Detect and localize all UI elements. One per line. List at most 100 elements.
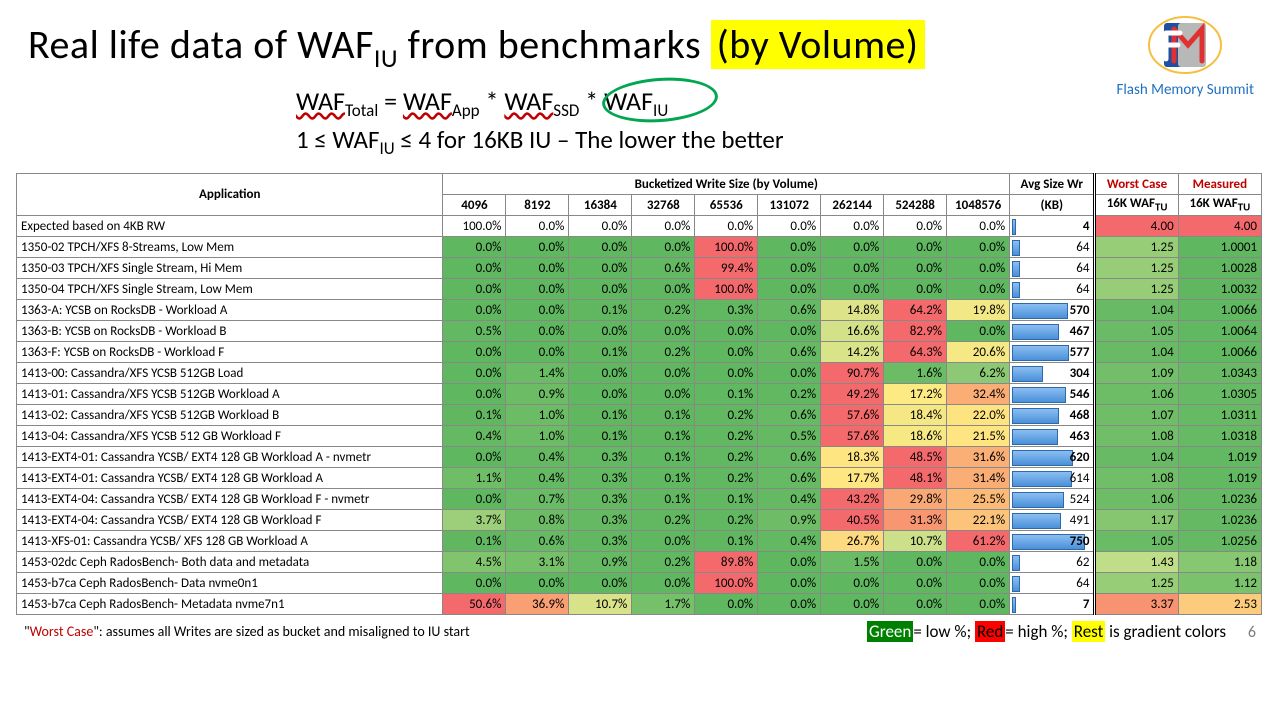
cell-value: 0.0% [443, 258, 506, 279]
cell-value: 0.1% [443, 531, 506, 552]
formula-block: WAFTotal = WAFApp * WAFSSD * WAFIU 1 ≤ W… [296, 84, 1264, 161]
cell-measured: 1.0001 [1178, 237, 1261, 258]
cell-worstcase: 1.25 [1095, 237, 1178, 258]
cell-value: 17.2% [884, 384, 947, 405]
cell-value: 17.7% [821, 468, 884, 489]
cell-value: 0.0% [569, 279, 632, 300]
cell-value: 0.3% [695, 300, 758, 321]
cell-app: 1363-F: YCSB on RocksDB - Workload F [17, 342, 443, 363]
cell-app: 1413-EXT4-01: Cassandra YCSB/ EXT4 128 G… [17, 447, 443, 468]
cell-worstcase: 1.08 [1095, 468, 1178, 489]
table-row: 1413-EXT4-04: Cassandra YCSB/ EXT4 128 G… [17, 489, 1262, 510]
cell-value: 0.1% [632, 426, 695, 447]
cell-avg: 4 [1010, 216, 1095, 237]
cell-value: 0.1% [695, 531, 758, 552]
cell-value: 0.6% [758, 405, 821, 426]
cell-value: 49.2% [821, 384, 884, 405]
cell-value: 0.0% [443, 237, 506, 258]
header-meas-sub: 16K WAFTU [1178, 195, 1261, 216]
table-row: 1363-F: YCSB on RocksDB - Workload F 0.0%… [17, 342, 1262, 363]
cell-value: 0.0% [821, 258, 884, 279]
table-row: 1413-XFS-01: Cassandra YCSB/ XFS 128 GB … [17, 531, 1262, 552]
cell-app: 1413-EXT4-04: Cassandra YCSB/ EXT4 128 G… [17, 489, 443, 510]
cell-value: 0.2% [632, 552, 695, 573]
cell-value: 0.0% [569, 237, 632, 258]
header-application: Application [17, 174, 443, 216]
header-bucket: 524288 [884, 195, 947, 216]
cell-app: 1413-04: Cassandra/XFS YCSB 512 GB Workl… [17, 426, 443, 447]
cell-value: 0.0% [632, 216, 695, 237]
cell-app: 1413-EXT4-04: Cassandra YCSB/ EXT4 128 G… [17, 510, 443, 531]
cell-value: 40.5% [821, 510, 884, 531]
cell-value: 0.0% [443, 384, 506, 405]
cell-value: 0.1% [632, 447, 695, 468]
cell-value: 0.6% [758, 447, 821, 468]
cell-worstcase: 1.05 [1095, 531, 1178, 552]
cell-value: 57.6% [821, 426, 884, 447]
cell-measured: 1.0236 [1178, 510, 1261, 531]
cell-value: 0.2% [695, 405, 758, 426]
cell-app: 1453-b7ca Ceph RadosBench- Metadata nvme… [17, 594, 443, 615]
cell-value: 0.3% [569, 531, 632, 552]
cell-worstcase: 1.25 [1095, 573, 1178, 594]
cell-value: 0.0% [569, 216, 632, 237]
cell-value: 0.1% [695, 384, 758, 405]
cell-worstcase: 3.37 [1095, 594, 1178, 615]
cell-avg: 64 [1010, 279, 1095, 300]
cell-app: 1363-B: YCSB on RocksDB - Workload B [17, 321, 443, 342]
cell-value: 0.0% [695, 216, 758, 237]
cell-app: 1413-00: Cassandra/XFS YCSB 512GB Load [17, 363, 443, 384]
cell-worstcase: 1.06 [1095, 489, 1178, 510]
cell-avg: 64 [1010, 258, 1095, 279]
cell-value: 0.0% [632, 531, 695, 552]
cell-avg: 64 [1010, 573, 1095, 594]
cell-value: 0.6% [506, 531, 569, 552]
header-measured: Measured [1178, 174, 1261, 195]
cell-value: 22.1% [947, 510, 1010, 531]
footer: "Worst Case": assumes all Writes are siz… [16, 621, 1264, 642]
cell-value: 1.0% [506, 426, 569, 447]
cell-value: 100.0% [695, 573, 758, 594]
table-row: 1350-02 TPCH/XFS 8-Streams, Low Mem0.0%0… [17, 237, 1262, 258]
cell-value: 31.6% [947, 447, 1010, 468]
cell-value: 0.0% [758, 573, 821, 594]
cell-value: 1.6% [884, 363, 947, 384]
cell-value: 100.0% [695, 279, 758, 300]
header-worstcase: Worst Case [1095, 174, 1178, 195]
cell-value: 0.0% [443, 573, 506, 594]
cell-value: 48.5% [884, 447, 947, 468]
cell-value: 31.3% [884, 510, 947, 531]
cell-value: 0.2% [695, 468, 758, 489]
cell-value: 0.0% [632, 279, 695, 300]
cell-value: 0.6% [632, 258, 695, 279]
cell-worstcase: 1.07 [1095, 405, 1178, 426]
table-row: 1413-00: Cassandra/XFS YCSB 512GB Load 0.… [17, 363, 1262, 384]
cell-worstcase: 1.09 [1095, 363, 1178, 384]
cell-value: 10.7% [569, 594, 632, 615]
table-row: Expected based on 4KB RW100.0%0.0%0.0%0.… [17, 216, 1262, 237]
cell-value: 0.6% [758, 342, 821, 363]
cell-avg: 468 [1010, 405, 1095, 426]
table-row: 1413-EXT4-01: Cassandra YCSB/ EXT4 128 G… [17, 468, 1262, 489]
cell-worstcase: 1.17 [1095, 510, 1178, 531]
cell-value: 0.0% [443, 279, 506, 300]
cell-app: 1350-04 TPCH/XFS Single Stream, Low Mem [17, 279, 443, 300]
cell-avg: 577 [1010, 342, 1095, 363]
header-buckets-group: Bucketized Write Size (by Volume) [443, 174, 1010, 195]
cell-worstcase: 1.43 [1095, 552, 1178, 573]
cell-worstcase: 1.04 [1095, 342, 1178, 363]
cell-value: 0.0% [884, 552, 947, 573]
cell-worstcase: 1.25 [1095, 258, 1178, 279]
cell-value: 0.0% [506, 321, 569, 342]
cell-value: 0.0% [884, 237, 947, 258]
cell-value: 100.0% [443, 216, 506, 237]
cell-value: 0.0% [506, 573, 569, 594]
cell-value: 0.0% [632, 237, 695, 258]
cell-value: 0.0% [506, 258, 569, 279]
cell-app: 1453-b7ca Ceph RadosBench- Data nvme0n1 [17, 573, 443, 594]
cell-value: 0.6% [758, 300, 821, 321]
cell-value: 0.0% [695, 342, 758, 363]
cell-value: 0.0% [569, 363, 632, 384]
cell-value: 0.4% [506, 468, 569, 489]
cell-value: 0.5% [443, 321, 506, 342]
